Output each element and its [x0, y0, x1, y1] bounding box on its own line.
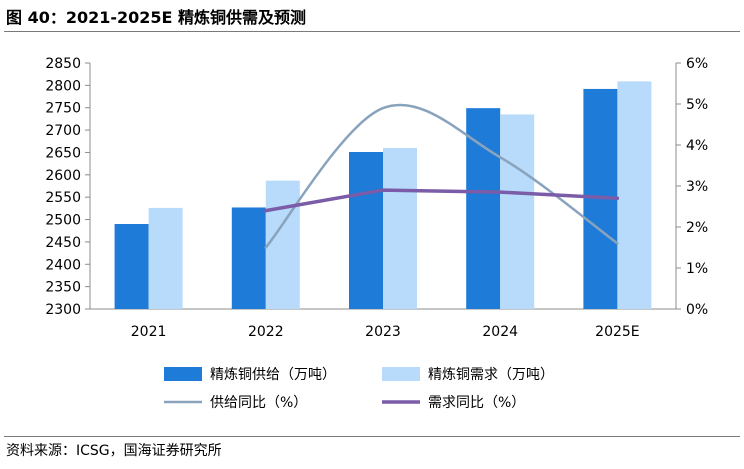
- left-tick-label: 2800: [45, 78, 81, 94]
- bar-demand-2023: [383, 147, 417, 309]
- left-tick-label: 2600: [45, 168, 81, 184]
- bar-supply-2021: [114, 224, 149, 309]
- right-tick-label: 0%: [686, 302, 708, 318]
- right-tick-label: 4%: [686, 138, 708, 154]
- right-axis: 0% 1% 2% 3% 4% 5% 6%: [675, 56, 708, 318]
- left-tick-label: 2450: [45, 235, 81, 251]
- legend-demand-yoy-label: 需求同比（%）: [428, 395, 525, 411]
- bar-demand-2025E: [617, 81, 652, 309]
- right-tick-label: 6%: [686, 56, 708, 72]
- source-note: 资料来源：ICSG，国海证券研究所: [6, 443, 222, 459]
- left-tick-label: 2350: [45, 280, 81, 296]
- legend-demand-swatch: [382, 367, 420, 381]
- bar-supply-2023: [349, 152, 383, 309]
- x-tick-label: 2024: [482, 324, 518, 340]
- legend-supply-yoy-label: 供给同比（%）: [210, 395, 307, 411]
- x-tick-label: 2022: [248, 324, 284, 340]
- left-axis: 2300 2350 2400 2450 2500 2550 2600 2650 2700 2750…: [45, 56, 91, 318]
- right-tick-label: 3%: [686, 179, 708, 195]
- lines: [264, 103, 620, 249]
- left-tick-label: 2850: [45, 56, 81, 72]
- x-axis: 2021 2022 2023 2024 2025E: [90, 308, 676, 340]
- bar-demand-2021: [148, 207, 183, 309]
- right-tick-label: 2%: [686, 220, 708, 236]
- legend: 精炼铜供给（万吨） 精炼铜需求（万吨） 供给同比（%） 需求同比（%）: [164, 367, 554, 411]
- x-tick-label: 2023: [365, 324, 401, 340]
- right-tick-label: 5%: [686, 97, 708, 113]
- bar-demand-2022: [265, 180, 300, 309]
- bar-supply-2022: [231, 207, 266, 309]
- left-tick-label: 2550: [45, 190, 81, 206]
- demand-yoy-line: [264, 188, 620, 213]
- bar-demand-2024: [500, 114, 535, 309]
- legend-demand-label: 精炼铜需求（万吨）: [428, 367, 554, 383]
- left-tick-label: 2750: [45, 101, 81, 117]
- left-tick-label: 2650: [45, 145, 81, 161]
- left-tick-label: 2300: [45, 302, 81, 318]
- legend-supply-label: 精炼铜供给（万吨）: [210, 367, 336, 383]
- left-tick-label: 2400: [45, 257, 81, 273]
- right-tick-label: 1%: [686, 261, 708, 277]
- left-tick-label: 2700: [45, 123, 81, 139]
- bars: [114, 81, 652, 309]
- bottom-divider: [4, 436, 740, 437]
- bar-supply-2024: [466, 108, 501, 309]
- legend-supply-swatch: [164, 367, 202, 381]
- x-tick-label: 2021: [131, 324, 167, 340]
- figure-title: 图 40：2021-2025E 精炼铜供需及预测: [6, 8, 307, 27]
- top-divider: [4, 31, 740, 32]
- left-tick-label: 2500: [45, 213, 81, 229]
- x-tick-label: 2025E: [595, 324, 639, 340]
- supply-yoy-line: [264, 103, 619, 249]
